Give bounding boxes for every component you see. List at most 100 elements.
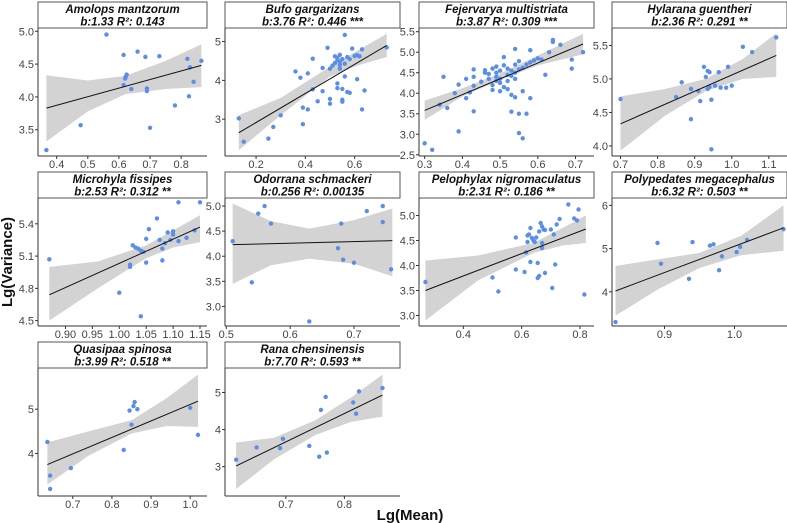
data-point xyxy=(737,244,743,250)
data-point xyxy=(658,261,664,266)
data-point xyxy=(535,260,540,266)
x-tick-label: 0.7 xyxy=(346,329,361,341)
data-point xyxy=(522,269,527,275)
data-point xyxy=(725,64,731,70)
confidence-band xyxy=(238,33,387,151)
y-tick-label: 3.5 xyxy=(206,276,221,288)
data-point xyxy=(340,99,345,104)
y-tick-label: 3.0 xyxy=(400,311,415,323)
data-point xyxy=(324,450,330,455)
data-point xyxy=(520,136,525,141)
y-tick-label: 4.0 xyxy=(19,92,34,104)
data-point xyxy=(501,84,507,90)
y-tick-label: 5 xyxy=(28,404,34,416)
data-point xyxy=(712,83,718,88)
data-point xyxy=(494,64,499,69)
data-point xyxy=(230,238,235,244)
data-point xyxy=(233,457,239,462)
y-axis-title: Lg(Variance) xyxy=(0,217,16,307)
x-tick-label: 0.9 xyxy=(687,159,702,171)
data-point xyxy=(497,80,503,86)
y-tick-label: 4.5 xyxy=(593,107,608,119)
y-tick-label: 4.0 xyxy=(400,88,415,100)
data-point xyxy=(350,400,356,405)
x-tick-label: 0.4 xyxy=(298,159,313,171)
data-point xyxy=(497,68,503,73)
data-point xyxy=(723,85,729,90)
confidence-band xyxy=(615,205,784,316)
data-point xyxy=(176,200,181,205)
confidence-band xyxy=(236,374,383,489)
data-point xyxy=(569,57,574,62)
panel-stats: b:6.32 R²: 0.503 ** xyxy=(651,187,748,199)
data-point xyxy=(490,66,495,71)
data-point xyxy=(456,129,461,134)
data-point xyxy=(127,264,133,270)
data-point xyxy=(157,54,162,59)
data-point xyxy=(505,66,510,71)
data-point xyxy=(353,411,359,416)
data-point xyxy=(143,236,149,242)
data-point xyxy=(327,101,333,106)
data-point xyxy=(45,439,50,445)
data-point xyxy=(471,74,476,80)
x-tick-label: 0.6 xyxy=(282,329,297,341)
x-tick-label: 1.05 xyxy=(135,329,156,341)
regression-line xyxy=(620,55,777,125)
data-point xyxy=(318,407,324,413)
data-point xyxy=(131,403,136,409)
data-point xyxy=(47,473,53,478)
x-tick-label: 1.0 xyxy=(183,499,198,511)
y-tick-label: 5 xyxy=(215,387,221,399)
data-point xyxy=(104,32,109,37)
panel-stats: b:2.31 R²: 0.186 ** xyxy=(458,187,555,199)
data-point xyxy=(357,54,362,59)
x-tick-label: 0.7 xyxy=(278,499,293,511)
data-point xyxy=(566,202,571,207)
data-point xyxy=(548,227,554,232)
x-tick-label: 1.0 xyxy=(724,159,739,171)
confidence-band xyxy=(46,44,202,142)
y-tick-label: 4 xyxy=(215,425,221,437)
data-point xyxy=(512,62,518,67)
data-point xyxy=(688,86,694,92)
data-point xyxy=(512,46,518,52)
data-point xyxy=(709,97,714,102)
panel-species-title: Amolops mantzorum xyxy=(64,4,179,16)
data-point xyxy=(679,80,684,85)
data-point xyxy=(129,422,134,427)
panel-stats: b:3.76 R²: 0.446 *** xyxy=(262,17,364,29)
x-tick-label: 0.7 xyxy=(568,159,583,171)
data-point xyxy=(335,55,340,61)
panel-species-title: Odorrana schmackeri xyxy=(253,174,372,186)
data-point xyxy=(542,227,548,233)
data-point xyxy=(709,147,714,152)
data-point xyxy=(463,76,469,82)
y-tick-label: 5.0 xyxy=(206,201,221,213)
panel-species-title: Hylarana guentheri xyxy=(647,4,752,16)
regression-line xyxy=(615,227,784,292)
data-point xyxy=(734,249,739,255)
data-point xyxy=(186,94,192,99)
data-point xyxy=(524,62,529,67)
y-tick-label: 5.5 xyxy=(400,27,415,39)
data-point xyxy=(249,280,255,285)
data-point xyxy=(494,70,499,75)
data-point xyxy=(320,89,325,94)
data-point xyxy=(78,122,83,128)
x-tick-label: 0.8 xyxy=(572,329,587,341)
data-point xyxy=(528,259,533,265)
data-point xyxy=(703,74,709,80)
x-tick-label: 0.6 xyxy=(111,159,126,171)
data-point xyxy=(68,465,74,471)
data-point xyxy=(356,389,362,394)
data-point xyxy=(241,139,246,144)
panel-stats: b:7.70 R²: 0.593 ** xyxy=(264,357,361,369)
data-point xyxy=(278,113,283,118)
data-point xyxy=(534,235,539,240)
x-tick-label: 0.90 xyxy=(55,329,76,341)
